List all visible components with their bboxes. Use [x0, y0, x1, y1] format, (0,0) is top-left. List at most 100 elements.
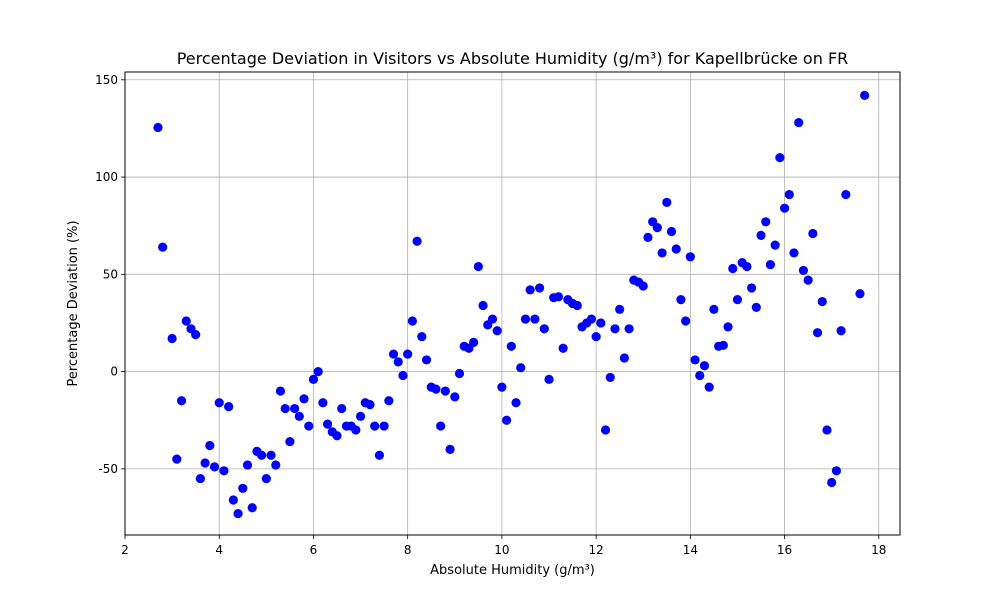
data-point [600, 425, 611, 435]
data-point [403, 349, 413, 359]
data-point [497, 382, 507, 392]
data-point [478, 300, 488, 311]
data-point [172, 454, 182, 464]
data-point [699, 361, 710, 371]
data-point [662, 197, 672, 207]
data-point [285, 437, 295, 447]
data-point [209, 462, 220, 472]
data-point [742, 261, 752, 272]
data-point [167, 333, 177, 344]
data-point [379, 421, 389, 431]
chart-title: Percentage Deviation in Visitors vs Abso… [177, 49, 849, 68]
data-point [775, 152, 785, 163]
data-point [681, 316, 691, 326]
data-point [812, 328, 823, 338]
data-point [228, 495, 238, 505]
data-point [290, 403, 300, 414]
data-point [723, 322, 733, 332]
data-point [671, 244, 681, 254]
grid [124, 72, 900, 535]
data-point [502, 415, 512, 425]
x-tick-label: 8 [404, 543, 412, 557]
data-point [214, 398, 224, 408]
data-point [685, 252, 695, 262]
data-point [794, 117, 804, 128]
data-point [242, 460, 253, 470]
x-tick-label: 16 [777, 543, 792, 557]
data-point [770, 240, 780, 250]
data-point [544, 374, 554, 384]
data-point [511, 398, 521, 408]
data-point [308, 374, 319, 384]
data-point [261, 473, 271, 484]
data-point [761, 217, 771, 227]
x-tick-label: 6 [310, 543, 318, 557]
data-point [393, 357, 403, 367]
y-tick-label: 100 [95, 170, 118, 184]
data-point [181, 316, 191, 326]
data-point [200, 458, 210, 468]
data-point [304, 421, 314, 431]
data-point [695, 370, 705, 381]
data-point [158, 242, 168, 252]
data-point [718, 340, 728, 350]
data-point [431, 384, 441, 394]
data-point [827, 477, 837, 488]
plot-frame [124, 71, 901, 536]
y-tick-label: 150 [95, 73, 118, 87]
data-point [153, 122, 163, 133]
data-point [836, 326, 846, 336]
data-point [337, 403, 347, 414]
x-tick-label: 4 [215, 543, 223, 557]
data-point [539, 324, 549, 334]
data-point [332, 431, 342, 441]
data-point [676, 295, 686, 305]
data-point [445, 444, 455, 455]
data-point [657, 248, 667, 258]
data-point [591, 331, 601, 342]
data-point [450, 392, 460, 402]
data-point [436, 421, 446, 431]
data-point [219, 466, 229, 476]
data-point [765, 259, 776, 270]
data-point [558, 343, 568, 353]
data-point [224, 402, 234, 412]
data-point [751, 302, 761, 312]
data-point [205, 440, 215, 451]
data-point [803, 275, 813, 285]
data-point [280, 403, 290, 414]
data-point [191, 330, 201, 340]
data-point [294, 411, 304, 421]
data-point [732, 295, 743, 305]
data-point [728, 263, 738, 274]
data-point [841, 189, 851, 200]
data-point [176, 396, 187, 406]
data-point [619, 353, 629, 363]
data-point [516, 363, 526, 373]
data-point [817, 296, 827, 307]
data-point [407, 316, 417, 326]
y-tick-label: 50 [103, 267, 118, 281]
data-point [822, 425, 832, 435]
data-point [652, 223, 662, 233]
data-point [195, 473, 205, 484]
data-point [412, 236, 422, 246]
y-axis-label: Percentage Deviation (%) [66, 220, 81, 386]
data-point [704, 382, 714, 392]
data-point [355, 411, 366, 421]
data-point [492, 326, 502, 336]
data-point [398, 370, 408, 381]
data-point [266, 450, 276, 460]
data-point [553, 292, 564, 302]
data-point [469, 337, 479, 348]
x-axis-label: Absolute Humidity (g/m³) [430, 563, 595, 578]
data-point [233, 509, 243, 519]
data-point [784, 189, 794, 200]
data-point [275, 386, 286, 396]
data-point [421, 355, 432, 365]
data-point [351, 425, 361, 435]
data-point [808, 228, 818, 239]
y-tick-label: -50 [98, 462, 118, 476]
